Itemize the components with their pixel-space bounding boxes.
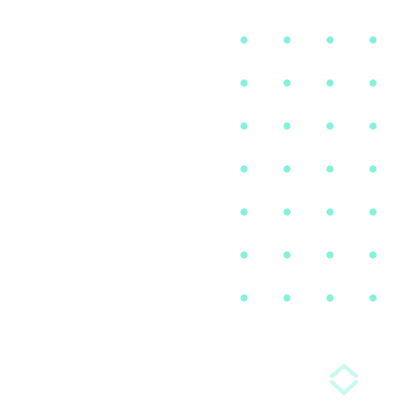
grid-dot	[240, 36, 248, 44]
grid-dot	[369, 122, 377, 130]
grid-dot	[240, 165, 248, 173]
grid-dot	[283, 294, 291, 302]
grid-dot	[240, 122, 248, 130]
grid-dot	[283, 251, 291, 259]
grid-dot	[369, 208, 377, 216]
grid-dot	[326, 208, 334, 216]
grid-dot	[326, 36, 334, 44]
diamond-chevron-icon	[330, 364, 358, 395]
grid-dot	[369, 36, 377, 44]
grid-dot	[326, 251, 334, 259]
grid-dot	[240, 294, 248, 302]
grid-dot	[326, 79, 334, 87]
grid-dot	[240, 251, 248, 259]
grid-dot	[369, 165, 377, 173]
grid-dot	[326, 122, 334, 130]
grid-dot	[240, 79, 248, 87]
grid-dot	[283, 165, 291, 173]
grid-dot	[283, 122, 291, 130]
grid-dot	[369, 79, 377, 87]
grid-dot	[283, 208, 291, 216]
grid-dot	[369, 251, 377, 259]
grid-dot	[283, 36, 291, 44]
grid-dot	[326, 294, 334, 302]
grid-dot	[240, 208, 248, 216]
grid-dot	[369, 294, 377, 302]
grid-dot	[326, 165, 334, 173]
grid-dot	[283, 79, 291, 87]
